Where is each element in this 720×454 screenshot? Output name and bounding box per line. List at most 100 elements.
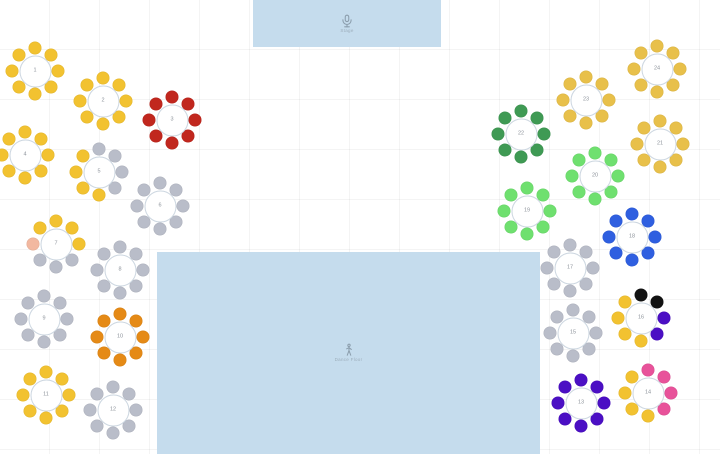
seat[interactable]	[23, 372, 37, 386]
seat[interactable]	[588, 146, 602, 160]
seat[interactable]	[34, 164, 48, 178]
seat[interactable]	[625, 402, 639, 416]
seat[interactable]	[129, 403, 143, 417]
table-top-7[interactable]: 7	[40, 228, 72, 260]
seat[interactable]	[673, 62, 687, 76]
seat[interactable]	[634, 78, 648, 92]
table-top-3[interactable]: 3	[156, 104, 188, 136]
seat[interactable]	[129, 279, 143, 293]
seat[interactable]	[641, 214, 655, 228]
seat[interactable]	[602, 230, 616, 244]
seat[interactable]	[582, 310, 596, 324]
table-group-23[interactable]: 23	[556, 70, 616, 130]
table-top-4[interactable]: 4	[9, 139, 41, 171]
seat[interactable]	[586, 261, 600, 275]
seat[interactable]	[28, 87, 42, 101]
seat[interactable]	[142, 113, 156, 127]
table-top-22[interactable]: 22	[505, 118, 537, 150]
seat[interactable]	[0, 148, 9, 162]
seat[interactable]	[73, 94, 87, 108]
seat[interactable]	[540, 261, 554, 275]
table-group-17[interactable]: 17	[540, 238, 600, 298]
seat[interactable]	[149, 97, 163, 111]
seat[interactable]	[72, 237, 86, 251]
seat[interactable]	[530, 143, 544, 157]
seat[interactable]	[169, 215, 183, 229]
table-group-20[interactable]: 20	[565, 146, 625, 206]
seat[interactable]	[18, 125, 32, 139]
table-group-11[interactable]: 11	[16, 365, 76, 425]
seat[interactable]	[90, 387, 104, 401]
seat[interactable]	[641, 246, 655, 260]
seat[interactable]	[2, 164, 16, 178]
seat[interactable]	[113, 286, 127, 300]
seat[interactable]	[657, 402, 671, 416]
seat[interactable]	[604, 153, 618, 167]
seat[interactable]	[130, 199, 144, 213]
seat[interactable]	[136, 330, 150, 344]
table-group-21[interactable]: 21	[630, 114, 690, 174]
seat[interactable]	[536, 188, 550, 202]
seat[interactable]	[650, 85, 664, 99]
table-group-9[interactable]: 9	[14, 289, 74, 349]
seat[interactable]	[563, 77, 577, 91]
seat[interactable]	[83, 403, 97, 417]
seat[interactable]	[579, 277, 593, 291]
seat[interactable]	[137, 183, 151, 197]
seat[interactable]	[65, 221, 79, 235]
seat[interactable]	[566, 303, 580, 317]
seat[interactable]	[113, 353, 127, 367]
table-group-5[interactable]: 5	[69, 142, 129, 202]
seat[interactable]	[188, 113, 202, 127]
seat[interactable]	[547, 277, 561, 291]
seat[interactable]	[634, 334, 648, 348]
seat[interactable]	[597, 396, 611, 410]
seat[interactable]	[627, 62, 641, 76]
table-top-8[interactable]: 8	[104, 254, 136, 286]
table-top-16[interactable]: 16	[625, 302, 657, 334]
seat[interactable]	[543, 326, 557, 340]
seat[interactable]	[137, 215, 151, 229]
table-top-21[interactable]: 21	[644, 128, 676, 160]
table-top-14[interactable]: 14	[632, 377, 664, 409]
seat[interactable]	[609, 214, 623, 228]
seat[interactable]	[39, 365, 53, 379]
seat[interactable]	[122, 419, 136, 433]
seat[interactable]	[34, 132, 48, 146]
seat[interactable]	[641, 409, 655, 423]
seat[interactable]	[537, 127, 551, 141]
seat[interactable]	[176, 199, 190, 213]
table-top-1[interactable]: 1	[19, 55, 51, 87]
table-group-8[interactable]: 8	[90, 240, 150, 300]
seat[interactable]	[579, 70, 593, 84]
seat[interactable]	[550, 342, 564, 356]
seat[interactable]	[558, 412, 572, 426]
table-group-19[interactable]: 19	[497, 181, 557, 241]
seat[interactable]	[657, 370, 671, 384]
table-group-15[interactable]: 15	[543, 303, 603, 363]
seat[interactable]	[588, 192, 602, 206]
seat[interactable]	[76, 149, 90, 163]
seat[interactable]	[664, 386, 678, 400]
seat[interactable]	[650, 327, 664, 341]
table-top-13[interactable]: 13	[565, 387, 597, 419]
seat[interactable]	[12, 48, 26, 62]
seat[interactable]	[625, 370, 639, 384]
seat[interactable]	[648, 230, 662, 244]
table-group-24[interactable]: 24	[627, 39, 687, 99]
seat[interactable]	[136, 263, 150, 277]
zone-dance-floor[interactable]: Dance Floor	[157, 252, 540, 454]
table-group-2[interactable]: 2	[73, 71, 133, 131]
seat[interactable]	[625, 207, 639, 221]
table-group-22[interactable]: 22	[491, 104, 551, 164]
seat[interactable]	[41, 148, 55, 162]
seat[interactable]	[637, 121, 651, 135]
table-top-9[interactable]: 9	[28, 303, 60, 335]
seat[interactable]	[53, 296, 67, 310]
table-group-14[interactable]: 14	[618, 363, 678, 423]
seat[interactable]	[579, 116, 593, 130]
seat[interactable]	[550, 310, 564, 324]
seat[interactable]	[595, 77, 609, 91]
seat[interactable]	[491, 127, 505, 141]
